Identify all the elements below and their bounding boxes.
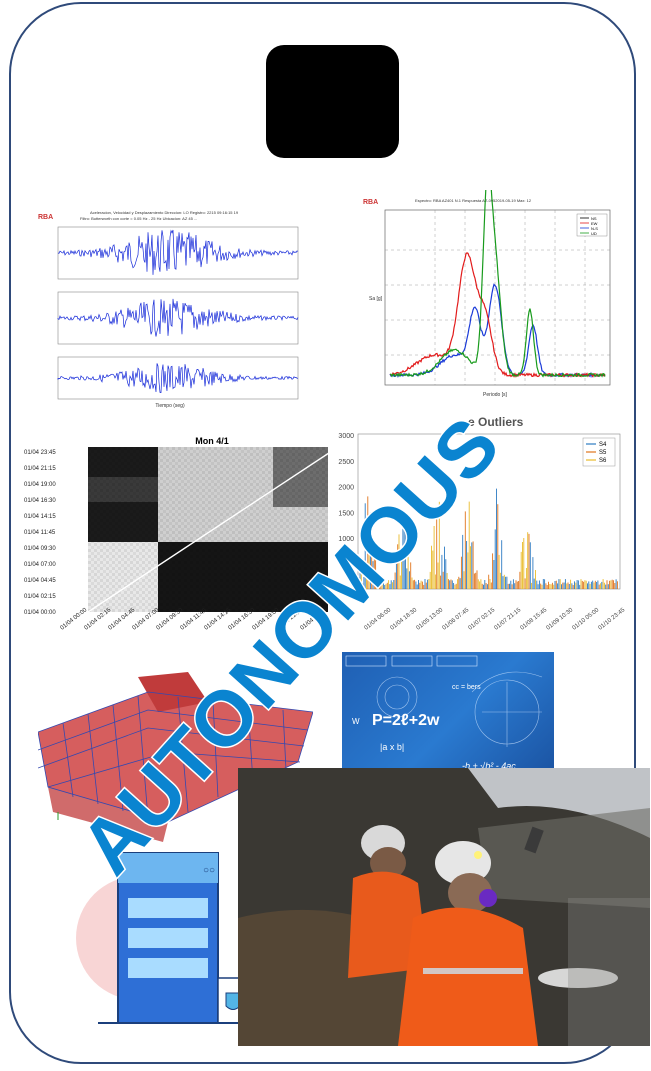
spectrum-figure: RBA Espectro: RBA AZ401 N.1 Respuesta AZ…	[355, 164, 617, 398]
heatmap-y-label: 01/04 00:00	[24, 610, 56, 616]
math-aux: cc = bers	[452, 684, 481, 691]
heatmap-y-label: 01/04 19:00	[24, 482, 56, 488]
heatmap-y-label: 01/04 04:45	[24, 578, 56, 584]
seismo-title-2: Filtro: Butterworth con corte = 0.05 Hz …	[80, 216, 197, 221]
outliers-x-label: 01/10 23:45	[598, 607, 627, 632]
outliers-title: e Outliers	[468, 415, 524, 429]
heatmap-y-label: 01/04 21:15	[24, 466, 56, 472]
svg-text:○○: ○○	[203, 865, 215, 876]
seismogram-svg: RBA Aceleracion, Velocidad y Desplazamie…	[38, 210, 299, 409]
spectrum-title: Espectro: RBA AZ401 N.1 Respuesta AZ-095…	[415, 198, 532, 203]
rba-logo-2: RBA	[363, 199, 378, 206]
heatmap-y-label: 01/04 02:15	[24, 594, 56, 600]
outliers-y-tick: 2000	[338, 485, 354, 492]
structure-model	[37, 672, 314, 852]
math-quad: -b + √b² - 4ac	[462, 761, 516, 771]
heatmap-matrix	[87, 446, 339, 613]
outliers-y-tick: 1500	[338, 510, 354, 517]
outliers-x-label: 01/04 18:30	[390, 607, 419, 632]
velocity-trace	[57, 298, 299, 337]
outliers-y-ticks: 3000 2500 2000 1500 1000 500 0	[338, 433, 354, 595]
displacement-trace	[57, 363, 299, 394]
spectrum-xlabel: Periodo [s]	[483, 392, 508, 398]
math-w: W	[352, 717, 360, 726]
heatmap-y-label: 01/04 11:45	[24, 530, 56, 536]
heatmap-y-label: 01/04 07:00	[24, 562, 56, 568]
acceleration-trace	[57, 229, 299, 275]
structure-svg	[37, 672, 314, 842]
legend-s4: S4	[599, 442, 607, 448]
math-main: P=2ℓ+2w	[372, 712, 440, 729]
heatmap-y-label: 01/04 14:15	[24, 514, 56, 520]
legend-ew: EW	[591, 221, 598, 226]
outliers-x-label: 01/06 07:45	[442, 607, 471, 632]
math-formula-image: W P=2ℓ+2w |a x b| cc = bers -b + √b² - 4…	[342, 652, 554, 772]
legend-s5: S5	[599, 450, 607, 456]
seismo-xlabel: Tiempo (seg)	[155, 403, 185, 409]
outliers-x-label: 01/05 13:00	[416, 607, 445, 632]
spectrum-nsdir-line	[389, 164, 606, 378]
seismogram-figure: RBA Aceleracion, Velocidad y Desplazamie…	[30, 205, 310, 410]
outliers-y-tick: 2500	[338, 459, 354, 466]
legend-s6: S6	[599, 458, 607, 464]
outliers-x-label: 01/10 05:00	[572, 607, 601, 632]
spectrum-legend: NS EW N-S UD	[576, 213, 608, 237]
legend-nsdir: N-S	[591, 226, 598, 231]
outliers-y-tick: 500	[342, 562, 354, 569]
heatmap-figure: Mon 4/1 01/04 23:45 01/04 21:15 01/04 19:0…	[22, 432, 340, 632]
heatmap-title: Mon 4/1	[195, 436, 229, 446]
heatmap-y-labels: 01/04 23:45 01/04 21:15 01/04 19:00 01/04 1…	[24, 450, 56, 616]
outliers-x-label: 01/07 21:15	[494, 607, 523, 632]
spectrum-ylabel: Sa [g]	[369, 296, 383, 302]
math-abs: |a x b|	[380, 742, 404, 752]
heatmap-svg: Mon 4/1 01/04 23:45 01/04 21:15 01/04 19:0…	[24, 436, 339, 632]
seismo-title-1: Aceleracion, Velocidad y Desplazamiento …	[90, 210, 239, 215]
miners-photo-svg	[238, 768, 650, 1046]
miner-1	[348, 825, 428, 978]
spectrum-svg: RBA Espectro: RBA AZ401 N.1 Respuesta AZ…	[363, 164, 611, 398]
outliers-x-label: 01/08 15:45	[520, 607, 549, 632]
outliers-svg: e Outliers 3000 2500 2000 1500 1000 500 0 S4 S…	[338, 415, 627, 632]
legend-ud: UD	[591, 231, 597, 236]
outliers-y-tick: 1000	[338, 536, 354, 543]
math-svg: W P=2ℓ+2w |a x b| cc = bers -b + √b² - 4…	[345, 655, 543, 771]
rba-logo: RBA	[38, 214, 53, 221]
heatmap-y-label: 01/04 16:30	[24, 498, 56, 504]
building-illustration: ○○	[68, 828, 268, 1033]
outliers-y-tick: 0	[350, 588, 354, 595]
miner-2	[398, 826, 544, 1046]
outliers-x-label: 01/09 10:30	[546, 607, 575, 632]
outliers-figure: e Outliers 3000 2500 2000 1500 1000 500 0 S4 S…	[328, 412, 628, 637]
outliers-series	[359, 488, 618, 589]
heatmap-y-label: 01/04 23:45	[24, 450, 56, 456]
outliers-x-label: 01/07 02:15	[468, 607, 497, 632]
miners-photo	[238, 768, 650, 1046]
outliers-y-tick: 3000	[338, 433, 354, 440]
building-svg: ○○	[76, 852, 263, 1024]
legend-ns: NS	[591, 216, 597, 221]
outliers-legend: S4 S5 S6	[582, 437, 616, 467]
heatmap-y-label: 01/04 09:30	[24, 546, 56, 552]
logo-block	[266, 45, 399, 158]
